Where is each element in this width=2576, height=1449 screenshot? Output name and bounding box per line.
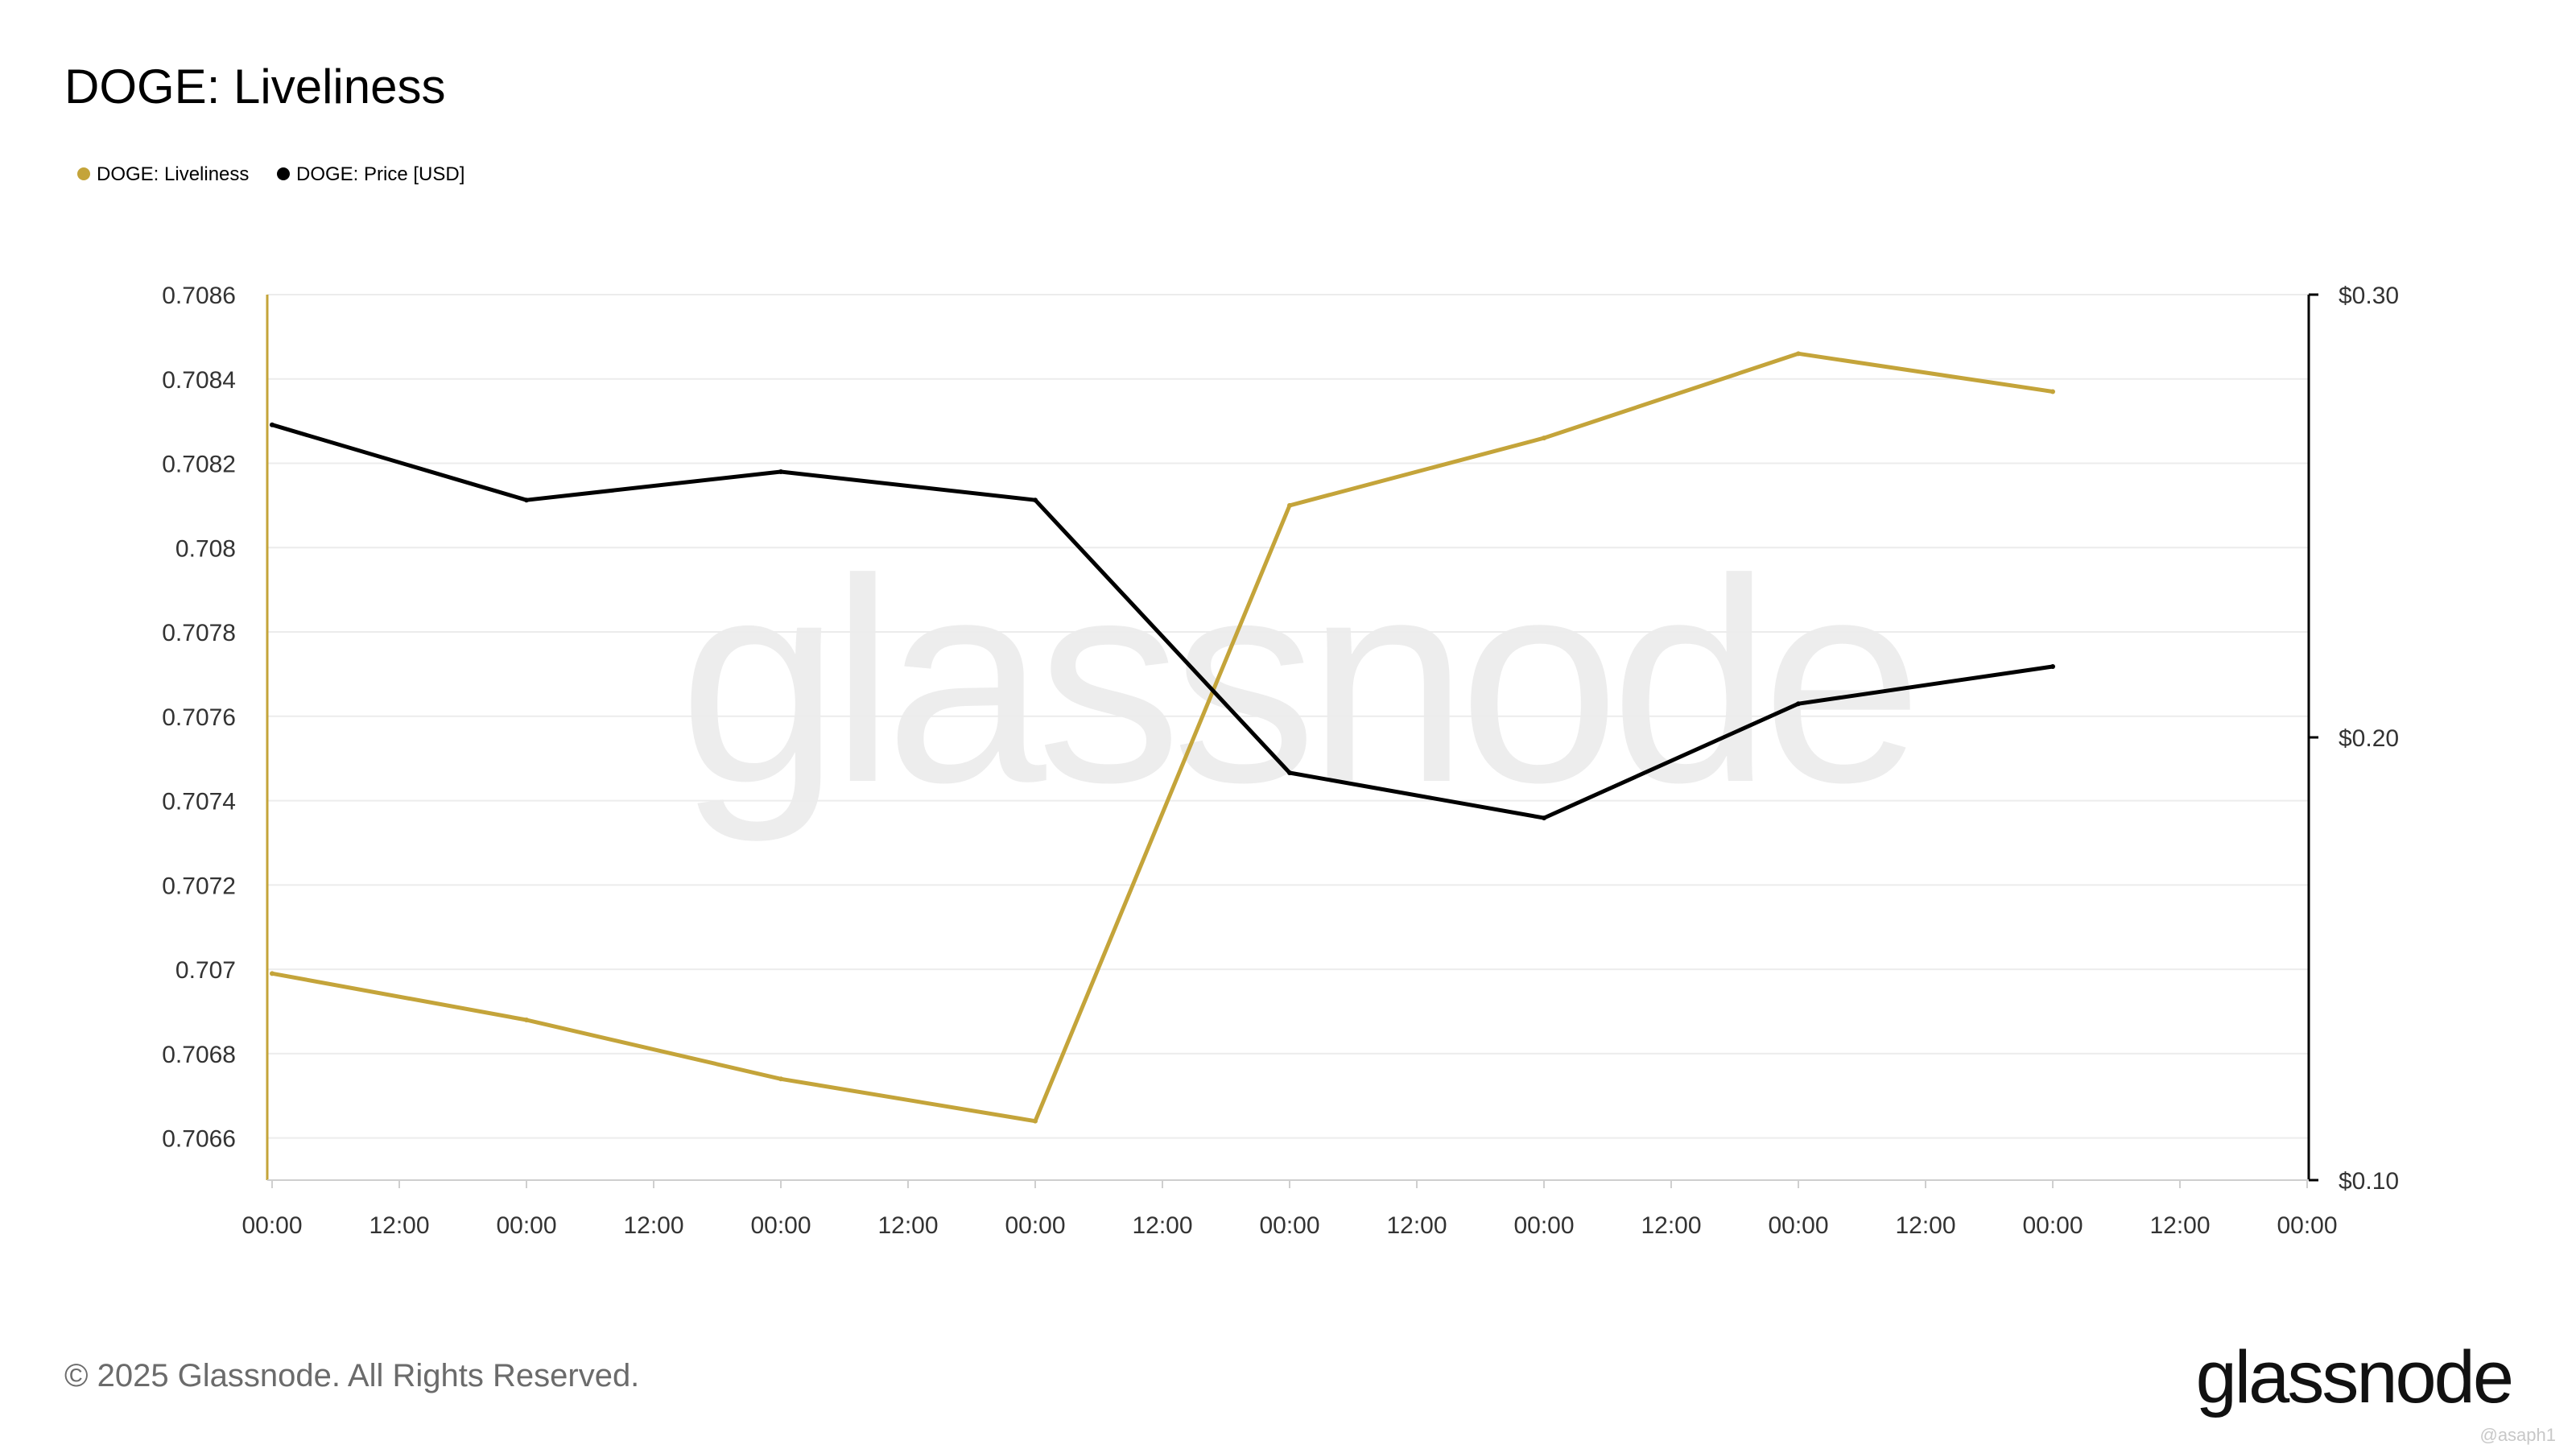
- glassnode-logo: glassnode: [2196, 1336, 2512, 1418]
- x-tick-label: 00:00: [1259, 1212, 1319, 1239]
- left-y-tick-label: 0.7068: [162, 1042, 236, 1068]
- right-y-tick-label: $0.10: [2339, 1168, 2399, 1195]
- x-tick-label: 00:00: [750, 1212, 811, 1239]
- left-y-axis-ticks: 0.7066 0.7068 0.707 0.7072 0.7074 0.7076 0.707…: [162, 283, 236, 1153]
- left-y-tick-label: 0.7084: [162, 367, 236, 394]
- copyright-text: © 2025 Glassnode. All Rights Reserved.: [64, 1358, 639, 1393]
- price-point[interactable]: [778, 469, 783, 474]
- right-y-axis-ticks: $0.10 $0.20 $0.30: [2309, 283, 2399, 1195]
- liveliness-point[interactable]: [524, 1017, 529, 1022]
- price-point[interactable]: [524, 497, 529, 503]
- x-tick-label: 12:00: [369, 1212, 429, 1239]
- legend: DOGE: Liveliness DOGE: Price [USD]: [77, 163, 464, 185]
- x-axis-ticks: 00:00 12:00 00:00 12:00 00:00 12:00 00:00 12:00…: [242, 1180, 2338, 1239]
- liveliness-line[interactable]: [270, 351, 2055, 1124]
- x-tick-label: 00:00: [242, 1212, 302, 1239]
- x-tick-label: 12:00: [623, 1212, 683, 1239]
- legend-dot-price: [277, 167, 290, 180]
- grid-lines: [267, 294, 2309, 1139]
- x-tick-label: 00:00: [2277, 1212, 2337, 1239]
- liveliness-point[interactable]: [1542, 436, 1546, 441]
- x-tick-label: 12:00: [2149, 1212, 2210, 1239]
- price-point[interactable]: [1287, 770, 1292, 775]
- liveliness-point[interactable]: [1796, 351, 1801, 357]
- price-point[interactable]: [1033, 497, 1038, 503]
- watermark-text: glassnode: [679, 519, 1913, 844]
- price-point[interactable]: [1796, 701, 1801, 707]
- legend-dot-liveliness: [77, 167, 90, 180]
- left-y-tick-label: 0.7086: [162, 283, 236, 309]
- liveliness-point[interactable]: [1033, 1118, 1038, 1124]
- x-tick-label: 00:00: [1768, 1212, 1828, 1239]
- credit-text: @asaph1: [2479, 1425, 2556, 1445]
- legend-label-price[interactable]: DOGE: Price [USD]: [296, 163, 464, 185]
- left-y-tick-label: 0.7078: [162, 620, 236, 646]
- left-y-tick-label: 0.7066: [162, 1126, 236, 1153]
- price-point[interactable]: [270, 422, 275, 427]
- liveliness-point[interactable]: [1287, 502, 1292, 508]
- x-tick-label: 12:00: [1895, 1212, 1955, 1239]
- x-tick-label: 12:00: [1132, 1212, 1192, 1239]
- series: [270, 351, 2055, 1124]
- liveliness-point[interactable]: [778, 1076, 783, 1082]
- price-point[interactable]: [1542, 815, 1546, 821]
- x-tick-label: 00:00: [2022, 1212, 2083, 1239]
- legend-label-liveliness[interactable]: DOGE: Liveliness: [97, 163, 249, 185]
- price-line[interactable]: [270, 423, 2055, 820]
- left-y-tick-label: 0.7072: [162, 873, 236, 899]
- x-tick-label: 12:00: [1386, 1212, 1447, 1239]
- x-tick-label: 00:00: [1513, 1212, 1574, 1239]
- left-y-tick-label: 0.708: [175, 535, 236, 562]
- left-y-tick-label: 0.707: [175, 957, 236, 984]
- left-y-tick-label: 0.7074: [162, 789, 236, 815]
- liveliness-point[interactable]: [270, 971, 275, 976]
- x-tick-label: 00:00: [496, 1212, 556, 1239]
- x-tick-label: 00:00: [1005, 1212, 1065, 1239]
- right-y-tick-label: $0.20: [2339, 725, 2399, 752]
- x-tick-label: 12:00: [877, 1212, 938, 1239]
- left-y-tick-label: 0.7076: [162, 704, 236, 731]
- left-y-tick-label: 0.7082: [162, 452, 236, 478]
- liveliness-point[interactable]: [2050, 389, 2055, 394]
- right-y-tick-label: $0.30: [2339, 283, 2399, 309]
- chart-title: DOGE: Liveliness: [64, 60, 446, 114]
- price-point[interactable]: [2050, 664, 2055, 669]
- x-tick-label: 12:00: [1641, 1212, 1701, 1239]
